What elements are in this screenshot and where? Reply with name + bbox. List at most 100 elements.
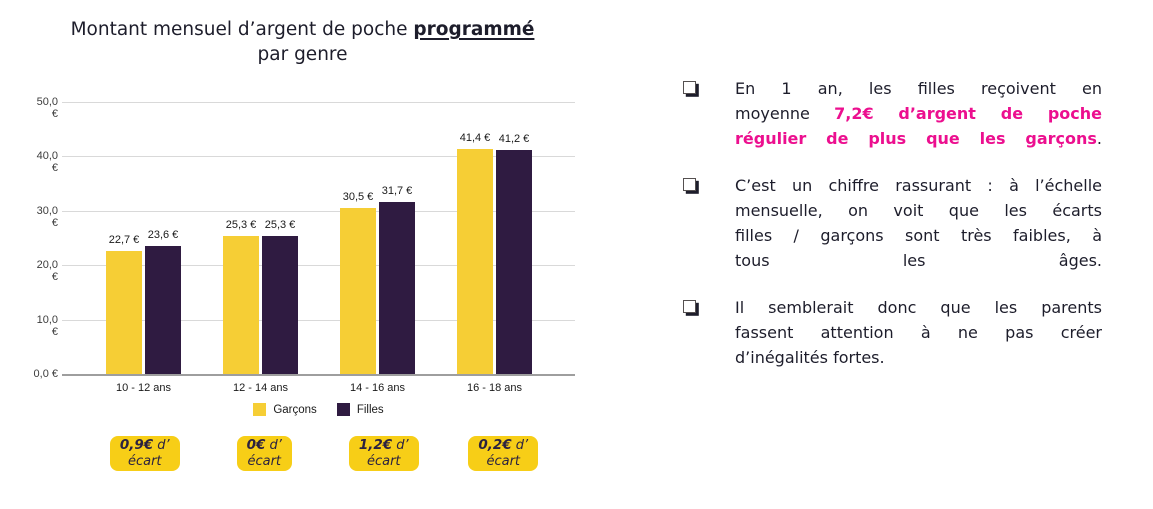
chart-title-line2: par genre [257,44,348,65]
ecart-badge-value: 1,2€ d’ [358,437,409,453]
bullet-text-line: tous les âges. [735,248,1102,273]
bar-group: 41,4 € 41,2 € [436,129,553,374]
chart-bars: 22,7 € 23,6 € 25,3 € 25,3 € 30,5 € 31,7 € 41,4… [85,129,553,374]
bar-garcons: 25,3 € [223,219,259,374]
legend-item: Garçons [253,403,317,416]
bullet-item: En 1 an, les filles reçoivent en moyenne … [683,76,1102,151]
bullet-text: En 1 an, les filles reçoivent en moyenne … [735,76,1102,151]
ecart-badge-label: écart [127,453,162,469]
chart-title: Montant mensuel d’argent de poche progra… [30,17,575,67]
bullet-square-icon [683,81,696,94]
chart-title-prefix: Montant mensuel d’argent de poche [70,19,414,40]
body-text: filles / garçons sont très faibles, à [735,226,1102,245]
gridline [62,320,575,321]
bar-value-label: 22,7 € [108,234,140,246]
body-text: moyenne [735,104,835,123]
legend-item: Filles [336,403,384,416]
bar-filles: 31,7 € [379,185,415,374]
x-axis-label: 16 - 18 ans [466,382,523,394]
ecart-badge: 1,2€ d’ écart [348,436,419,471]
bar-value-label: 31,7 € [381,185,413,197]
bullet-square-icon [683,300,696,313]
bullet-text-line: filles / garçons sont très faibles, à [735,223,1102,248]
bar-value-label: 41,4 € [459,132,491,144]
ecart-badge: 0€ d’ écart [236,436,292,471]
legend-swatch-icon [336,403,350,416]
bar-filles: 41,2 € [496,133,532,374]
ecart-badge-label: écart [247,453,282,469]
ecart-badge-cell: 0,9€ d’ écart [85,436,205,471]
chart-legend: Garçons Filles [62,403,575,416]
bullet-text: Il semblerait donc que les parents fassen… [735,295,1102,370]
body-text: . [1096,129,1102,148]
y-axis-tick: 20,0 € [36,259,58,283]
ecart-badges: 0,9€ d’ écart 0€ d’ écart 1,2€ d’ écart 0,2€ d… [85,436,563,471]
bar-garcons: 30,5 € [340,191,376,374]
x-axis-label: 10 - 12 ans [115,382,172,394]
bullet-text-line: En 1 an, les filles reçoivent en [735,76,1102,101]
body-text: tous les âges. [735,251,1102,270]
body-text: Il semblerait donc que les parents [735,298,1102,317]
bar-filles: 23,6 € [145,229,181,374]
bullet-text-line: d’inégalités fortes. [735,345,1102,370]
bar-garcons: 41,4 € [457,132,493,374]
ecart-badge-cell: 0€ d’ écart [205,436,325,471]
body-text: mensuelle, on voit que les écarts [735,201,1102,220]
bullet-item: C’est un chiffre rassurant : à l’échelle… [683,173,1102,273]
bar-value-label: 25,3 € [264,219,296,231]
legend-label: Filles [356,403,384,416]
x-axis-label: 14 - 16 ans [349,382,406,394]
bullet-item: Il semblerait donc que les parents fassen… [683,295,1102,370]
gridline [62,211,575,212]
bar-garcons: 22,7 € [106,234,142,374]
bar-group: 30,5 € 31,7 € [319,129,436,374]
ecart-badge-label: écart [366,453,401,469]
ecart-badge-cell: 0,2€ d’ écart [444,436,564,471]
gridline [62,374,575,376]
x-axis-labels: 10 - 12 ans 12 - 14 ans 14 - 16 ans 16 - 18… [85,382,553,394]
body-text: C’est un chiffre rassurant : à l’échelle [735,176,1102,195]
bar-chart: 50,0 € 40,0 € 30,0 € 20,0 € 10,0 € 0,0 € 22,7… [30,88,575,423]
body-text: En 1 an, les filles reçoivent en [735,79,1102,98]
bullet-list: En 1 an, les filles reçoivent en moyenne … [683,76,1102,392]
y-axis-tick: 10,0 € [36,314,58,338]
legend-label: Garçons [273,403,317,416]
x-axis-label: 12 - 14 ans [232,382,289,394]
gridline [62,156,575,157]
bullet-square-icon [683,178,696,191]
y-axis-tick: 40,0 € [36,150,58,174]
ecart-badge-cell: 1,2€ d’ écart [324,436,444,471]
legend-swatch-icon [253,403,267,416]
bar-group: 25,3 € 25,3 € [202,129,319,374]
ecart-badge-value: 0€ d’ [246,437,282,453]
bar-value-label: 25,3 € [225,219,257,231]
bullet-text-line: C’est un chiffre rassurant : à l’échelle [735,173,1102,198]
bar-group: 22,7 € 23,6 € [85,129,202,374]
ecart-badge: 0,9€ d’ écart [109,436,180,471]
bar-value-label: 23,6 € [147,229,179,241]
body-text: fassent attention à ne pas créer [735,323,1102,342]
ecart-badge: 0,2€ d’ écart [468,436,539,471]
bullet-text-line: moyenne 7,2€ d’argent de poche [735,101,1102,126]
bullet-text-line: mensuelle, on voit que les écarts [735,198,1102,223]
y-axis-tick: 50,0 € [36,96,58,120]
highlighted-text: 7,2€ d’argent de poche [834,104,1102,123]
bullet-text-line: régulier de plus que les garçons. [735,126,1102,151]
y-axis-tick: 30,0 € [36,205,58,229]
bullet-text: C’est un chiffre rassurant : à l’échelle… [735,173,1102,273]
ecart-badge-label: écart [486,453,521,469]
highlighted-text: régulier de plus que les garçons [735,129,1097,148]
ecart-badge-value: 0,2€ d’ [478,437,529,453]
y-axis-tick: 0,0 € [33,368,58,380]
bar-filles: 25,3 € [262,219,298,374]
gridline [62,265,575,266]
bar-value-label: 41,2 € [498,133,530,145]
bullet-text-line: Il semblerait donc que les parents [735,295,1102,320]
body-text: d’inégalités fortes. [735,348,885,367]
ecart-badge-value: 0,9€ d’ [119,437,170,453]
bar-value-label: 30,5 € [342,191,374,203]
chart-title-highlight: programmé [413,19,535,40]
bullet-text-line: fassent attention à ne pas créer [735,320,1102,345]
gridline [62,102,575,103]
